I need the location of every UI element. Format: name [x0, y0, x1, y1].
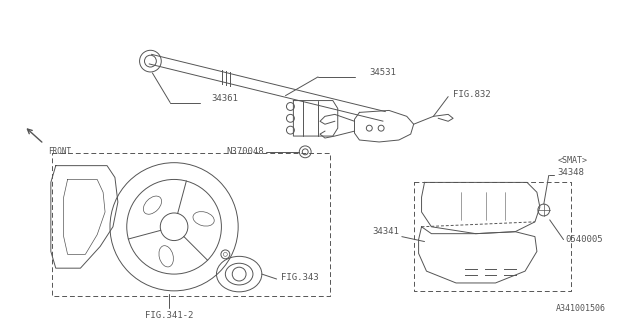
- Text: FIG.341-2: FIG.341-2: [145, 311, 193, 320]
- Text: 34531: 34531: [369, 68, 396, 77]
- Text: FRONT: FRONT: [48, 147, 71, 156]
- Text: FIG.343: FIG.343: [280, 273, 318, 282]
- Text: 34341: 34341: [372, 227, 399, 236]
- Text: 34361: 34361: [211, 94, 238, 103]
- Text: 0540005: 0540005: [566, 235, 603, 244]
- Text: 34348: 34348: [557, 168, 584, 177]
- Text: N370048: N370048: [226, 147, 264, 156]
- Text: A341001506: A341001506: [556, 304, 606, 313]
- Text: FIG.832: FIG.832: [453, 90, 491, 99]
- Text: <SMAT>: <SMAT>: [557, 156, 588, 165]
